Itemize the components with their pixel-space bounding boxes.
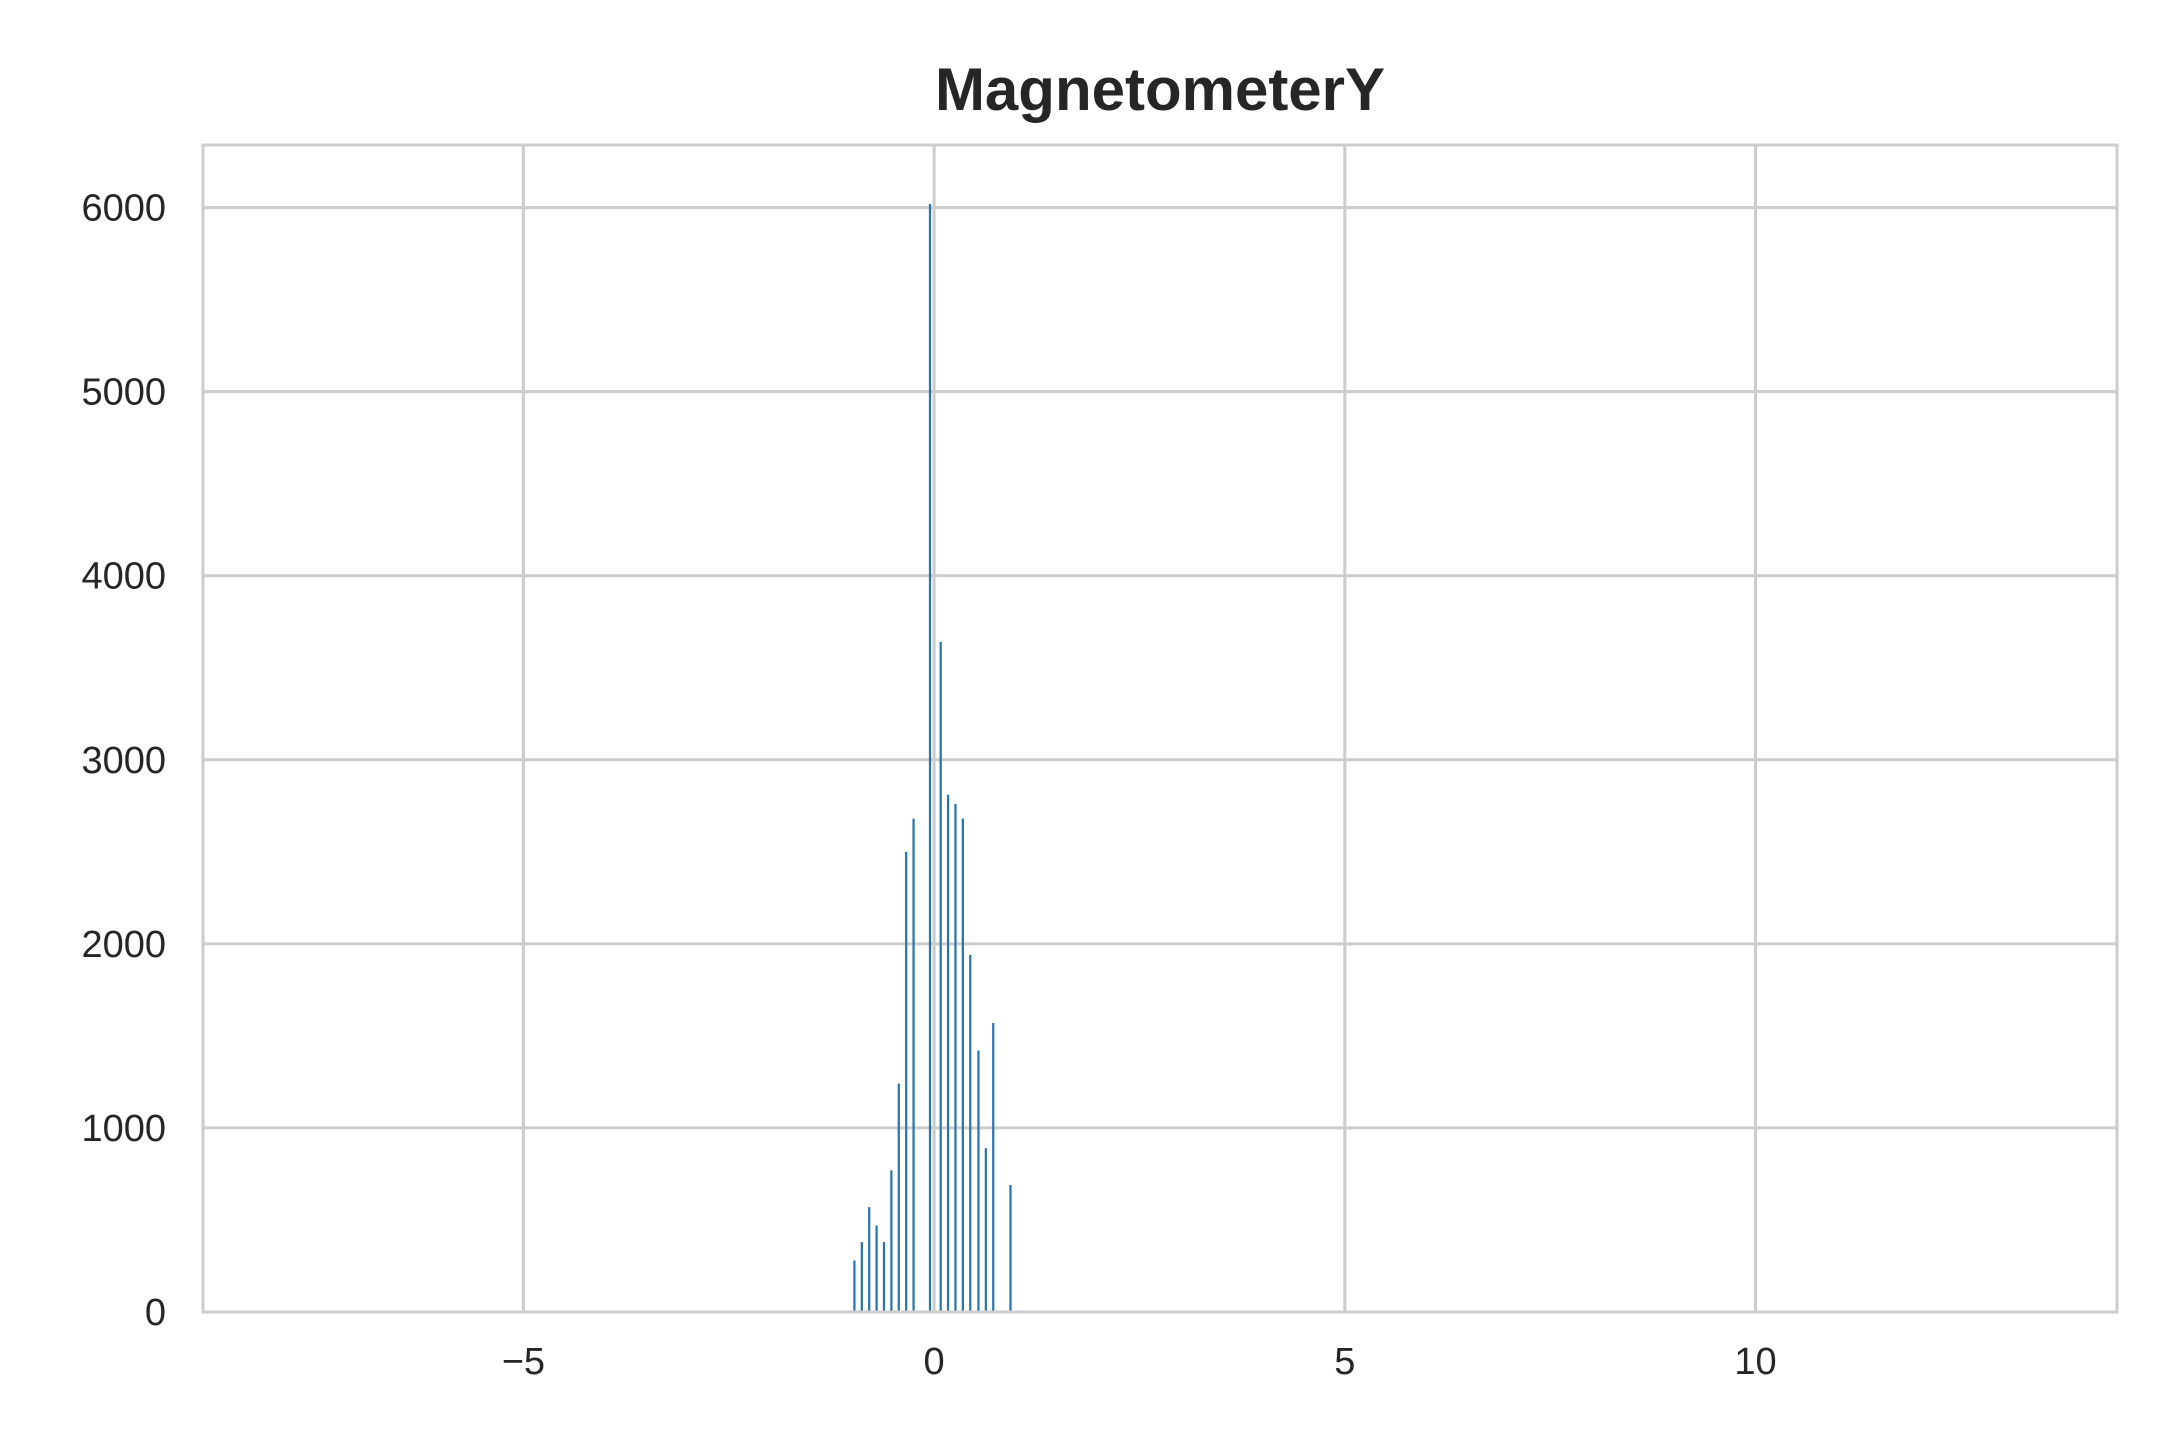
y-tick-label: 6000: [81, 188, 166, 230]
histogram-bar: [890, 1170, 893, 1312]
plot-frame: [201, 143, 2119, 1314]
histogram-bar: [992, 1023, 995, 1312]
histogram-bar: [882, 1242, 886, 1312]
histogram-bar: [961, 818, 964, 1312]
y-tick-label: 1000: [81, 1108, 166, 1150]
grid-lines: [203, 145, 2117, 1314]
histogram-bar: [984, 1148, 987, 1312]
histogram-bar: [939, 641, 942, 1312]
histogram-bar: [946, 794, 950, 1312]
histogram-bar: [860, 1242, 863, 1312]
x-axis-ticks: −5 0 5 10: [502, 1341, 1777, 1383]
histogram-bar: [954, 803, 957, 1312]
histogram-bar: [1009, 1184, 1012, 1312]
histogram-bar: [928, 203, 932, 1312]
histogram-bar: [897, 1083, 900, 1312]
y-tick-label: 5000: [81, 372, 166, 414]
histogram-bar: [875, 1225, 878, 1312]
y-tick-label: 2000: [81, 924, 166, 966]
y-tick-label: 3000: [81, 740, 166, 782]
histogram-bar: [905, 851, 908, 1312]
histogram-bar: [868, 1207, 871, 1312]
x-tick-label: 5: [1334, 1341, 1355, 1383]
histogram-bars: [853, 203, 1012, 1312]
histogram-bar: [977, 1050, 980, 1312]
histogram-bar: [912, 818, 915, 1312]
chart-title: MagnetometerY: [935, 56, 1385, 123]
y-axis-ticks: 0 1000 2000 3000 4000 5000 6000: [81, 188, 166, 1334]
histogram-bar: [853, 1260, 856, 1312]
x-tick-label: 0: [924, 1341, 945, 1383]
histogram-bar: [969, 954, 972, 1312]
x-tick-label: −5: [502, 1341, 545, 1383]
y-tick-label: 4000: [81, 556, 166, 598]
x-tick-label: 10: [1734, 1341, 1776, 1383]
y-tick-label: 0: [145, 1292, 166, 1334]
